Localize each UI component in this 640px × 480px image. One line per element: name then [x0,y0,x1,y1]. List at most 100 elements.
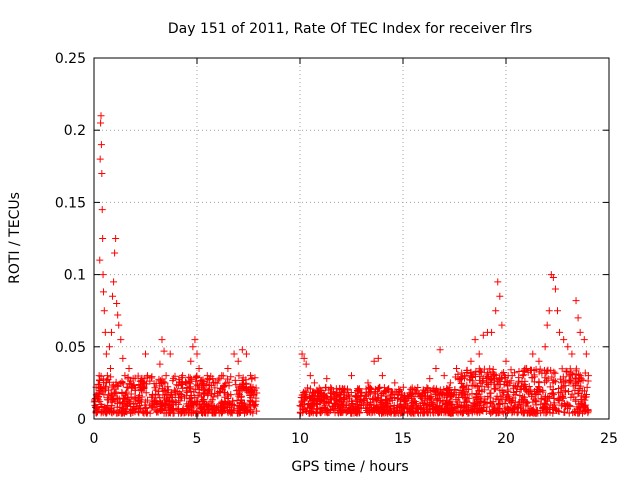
y-tick-label: 0.05 [55,340,86,356]
data-point-band [493,392,501,400]
data-point-band [517,385,525,393]
data-point [179,372,187,380]
data-point [479,331,487,339]
data-point [234,357,242,365]
data-point-band [550,395,558,403]
data-point [224,364,232,372]
data-point-band [431,387,439,395]
data-point-band [490,372,498,380]
data-point-band [567,393,575,401]
x-tick-label: 0 [90,431,99,447]
data-point-band [142,389,150,397]
data-point-band [199,408,207,416]
data-point [95,372,103,380]
data-point-band [123,402,131,410]
data-point [576,328,584,336]
y-tick-label: 0.1 [64,268,86,284]
data-point-band [508,409,516,417]
data-point-band [101,404,109,412]
data-point [121,372,129,380]
data-point-band [160,407,168,415]
data-point-band [369,394,377,402]
data-point [191,336,199,344]
data-point-band [551,369,559,377]
data-point [554,307,561,315]
data-point-band [475,405,483,413]
data-point [556,328,564,336]
data-point-band [343,397,351,405]
data-point-band [541,378,549,386]
data-point-band [355,404,363,412]
data-point-band [99,375,107,383]
data-point [514,379,522,387]
data-point-band [582,393,590,401]
data-point-band [109,395,117,403]
data-point-band [231,376,239,384]
data-point [568,350,576,358]
data-point-band [543,377,551,385]
data-point-band [519,372,527,380]
data-point-band [496,400,504,408]
data-point-band [399,383,407,391]
data-point [535,357,543,365]
data-point-band [496,374,504,382]
data-point-band [138,384,146,392]
data-point-band [143,396,151,404]
data-point-band [583,406,591,414]
data-point-band [372,405,380,413]
data-point-band [139,407,147,415]
data-point-band [400,408,408,416]
data-point [541,343,549,351]
data-point-band [511,398,519,406]
data-point [498,321,506,329]
data-point [529,350,537,358]
data-point-band [374,384,382,392]
data-point-band [161,401,169,409]
data-point-band [550,405,558,413]
data-point-band [321,391,329,399]
data-point-band [554,396,562,404]
data-point [109,292,117,300]
data-point-band [572,375,580,383]
data-point-band [146,377,154,385]
data-point [131,386,139,394]
data-point-band [339,388,347,396]
data-point-band [113,403,121,411]
data-point-band [95,396,103,404]
data-point [364,379,372,387]
data-point-band [563,368,571,376]
data-point-band [413,387,421,395]
data-point [129,375,137,383]
data-point-band [443,396,451,404]
data-point [564,343,572,351]
data-point [580,336,588,344]
data-point-band [390,406,398,414]
data-point-band [370,401,378,409]
data-point-band [500,388,508,396]
data-point-band [203,380,211,388]
data-point-band [211,384,219,392]
data-point-band [241,405,249,413]
data-point-band [572,365,580,373]
data-point-band [373,388,381,396]
data-point-band [563,400,571,408]
data-point-band [446,408,454,416]
data-point-band [300,397,308,405]
data-point-band [470,402,478,410]
data-point [103,372,111,380]
data-point-band [227,373,235,381]
data-point [189,343,197,351]
data-point-band [579,376,587,384]
data-point-band [129,406,137,414]
data-point-band [306,385,314,393]
data-point-band [140,375,148,383]
data-point [99,271,107,279]
data-point-band [157,378,165,386]
data-point [461,372,469,380]
data-point-band [120,407,128,415]
data-point-band [421,389,429,397]
data-point [502,357,510,365]
data-point-band [576,404,584,412]
data-point-band [546,394,554,402]
data-point-band [192,374,200,382]
